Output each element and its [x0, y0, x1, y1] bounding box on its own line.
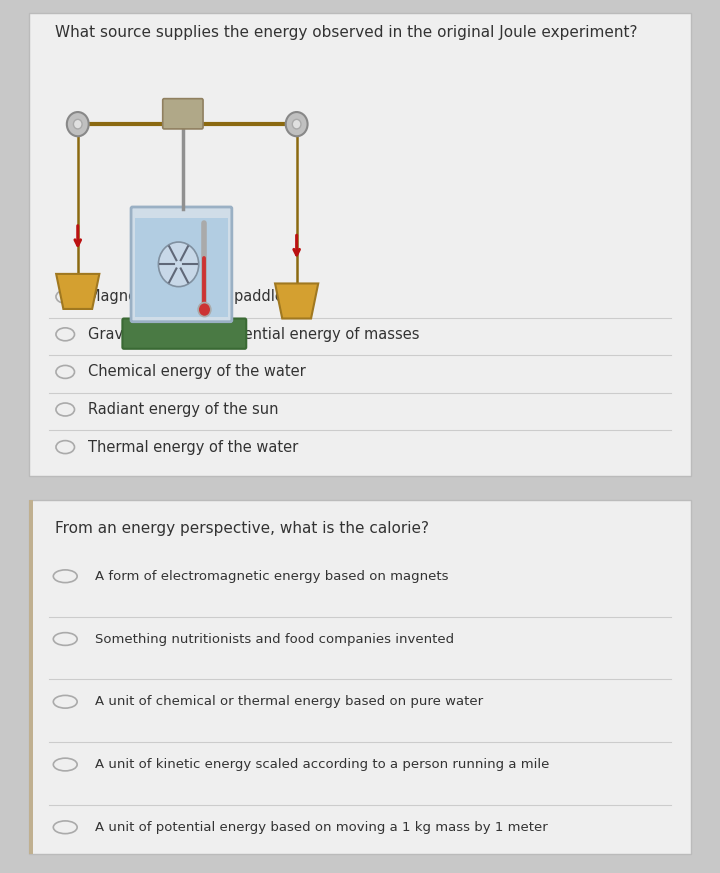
- Bar: [29, 500, 33, 854]
- Polygon shape: [275, 284, 318, 319]
- Circle shape: [53, 570, 77, 582]
- Circle shape: [56, 328, 74, 340]
- FancyBboxPatch shape: [29, 500, 691, 854]
- Text: From an energy perspective, what is the calorie?: From an energy perspective, what is the …: [55, 521, 429, 536]
- Bar: [135, 218, 228, 317]
- Text: What source supplies the energy observed in the original Joule experiment?: What source supplies the energy observed…: [55, 24, 638, 39]
- Circle shape: [286, 112, 307, 136]
- Text: A unit of chemical or thermal energy based on pure water: A unit of chemical or thermal energy bas…: [95, 695, 483, 708]
- Text: Chemical energy of the water: Chemical energy of the water: [89, 364, 306, 380]
- Circle shape: [53, 821, 77, 834]
- Text: Gravity or kinetic/potential energy of masses: Gravity or kinetic/potential energy of m…: [89, 327, 420, 342]
- Text: Thermal energy of the water: Thermal energy of the water: [89, 440, 299, 455]
- Circle shape: [73, 120, 82, 129]
- Circle shape: [158, 242, 199, 286]
- Circle shape: [56, 403, 74, 416]
- Text: Radiant energy of the sun: Radiant energy of the sun: [89, 402, 279, 417]
- Circle shape: [56, 441, 74, 454]
- FancyBboxPatch shape: [122, 319, 246, 349]
- Text: Something nutritionists and food companies invented: Something nutritionists and food compani…: [95, 633, 454, 645]
- Circle shape: [53, 633, 77, 645]
- Polygon shape: [56, 274, 99, 309]
- Text: A unit of kinetic energy scaled according to a person running a mile: A unit of kinetic energy scaled accordin…: [95, 758, 549, 771]
- Circle shape: [53, 758, 77, 771]
- FancyBboxPatch shape: [29, 13, 691, 476]
- FancyBboxPatch shape: [163, 99, 203, 129]
- Circle shape: [67, 112, 89, 136]
- Circle shape: [292, 120, 301, 129]
- Circle shape: [56, 290, 74, 303]
- Text: A unit of potential energy based on moving a 1 kg mass by 1 meter: A unit of potential energy based on movi…: [95, 821, 548, 834]
- Circle shape: [198, 303, 211, 317]
- Text: Magnetic energy of paddle: Magnetic energy of paddle: [89, 289, 284, 304]
- Circle shape: [56, 366, 74, 378]
- Text: A form of electromagnetic energy based on magnets: A form of electromagnetic energy based o…: [95, 570, 449, 583]
- Circle shape: [53, 696, 77, 708]
- FancyBboxPatch shape: [131, 207, 232, 322]
